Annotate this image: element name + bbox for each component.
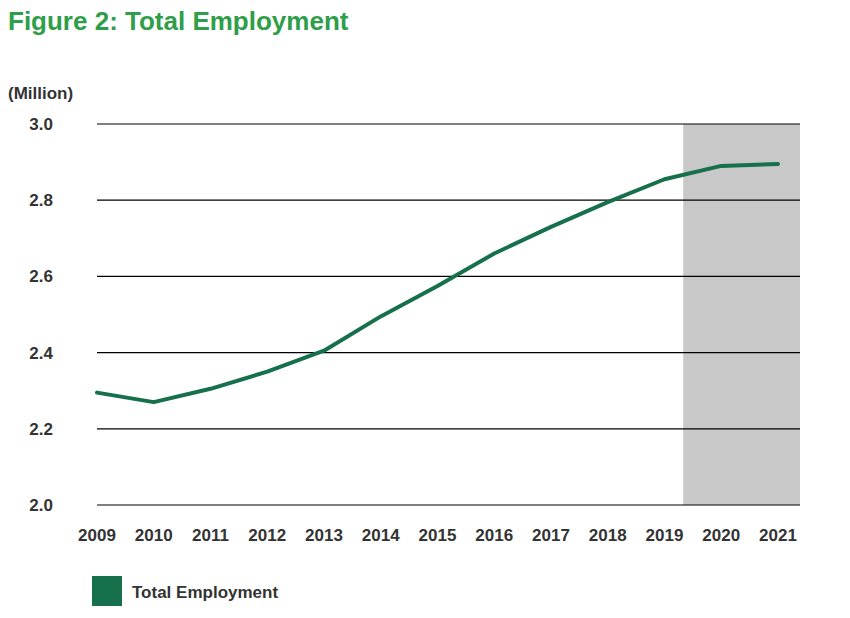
series-line [97,164,778,402]
grid-line [97,123,800,124]
x-tick-label: 2015 [419,526,457,545]
plot-area [97,164,778,402]
x-tick-label: 2019 [646,526,684,545]
y-tick-label: 2.6 [29,267,53,286]
x-tick-label: 2018 [589,526,627,545]
legend-swatch [92,576,122,606]
grid-line [97,276,800,277]
chart-root: Figure 2: Total Employment (Million) 2.0 2.… [0,0,850,618]
y-tick-label: 3.0 [29,115,53,134]
legend-label: Total Employment [132,583,278,602]
x-tick-label: 2013 [305,526,343,545]
y-tick-label: 2.2 [29,420,53,439]
grid-line [97,428,800,429]
shaded-region [683,124,800,505]
x-tick-label: 2020 [702,526,740,545]
y-tick-label: 2.8 [29,191,53,210]
x-tick-label: 2009 [78,526,116,545]
y-tick-label: 2.0 [29,496,53,515]
x-tick-label: 2011 [192,526,229,545]
grid-line [97,200,800,201]
x-tick-label: 2017 [532,526,570,545]
x-tick-label: 2016 [475,526,513,545]
x-tick-label: 2010 [135,526,173,545]
x-tick-label: 2014 [362,526,400,545]
grid-line [97,504,800,505]
title: Figure 2: Total Employment [8,6,349,36]
y-tick-label: 2.4 [29,344,53,363]
x-tick-label: 2021 [759,526,797,545]
x-tick-label: 2012 [248,526,286,545]
grid-line [97,352,800,353]
y-axis-label: (Million) [8,84,73,103]
